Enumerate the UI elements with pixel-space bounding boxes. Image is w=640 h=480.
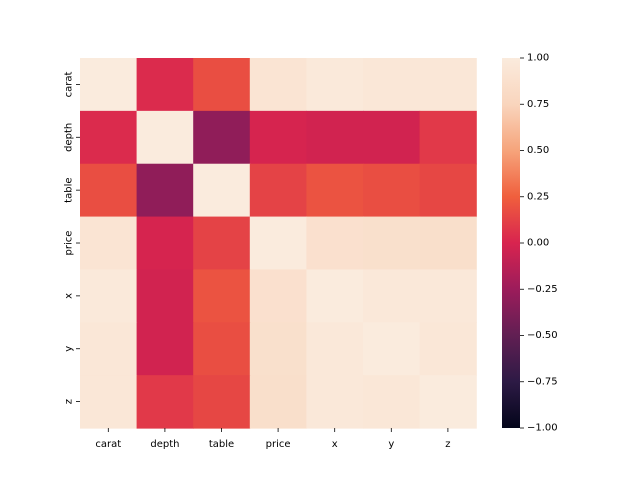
heatmap-cell-x-z [419,269,477,323]
x-tick-label-table: table [209,439,234,450]
colorbar-bar [502,58,520,428]
heatmap-cell-z-depth [136,375,194,429]
colorbar: −1.00 −0.75 −0.50 −0.25 0.00 0.25 0.50 0.75 1.00 [502,53,558,434]
y-tick-label-z: z [64,399,75,404]
colorbar-tick-label-3: −0.25 [527,284,558,295]
heatmap-cell-y-price [249,322,307,376]
colorbar-tick-label-5: 0.25 [527,191,549,202]
x-tick-label-x: x [332,439,338,450]
colorbar-tick-label-1: −0.75 [527,376,558,387]
heatmap-cell-depth-carat [80,110,138,165]
y-tick-label-table: table [64,177,75,202]
x-axis: carat depth table price x y z [95,428,451,450]
colorbar-tick-label-6: 0.50 [527,145,549,156]
heatmap-cell-carat-price [249,58,307,112]
heatmap-cell-table-table [193,163,251,218]
heatmap-cell-y-x [306,322,364,376]
heatmap-cell-x-y [363,269,421,323]
colorbar-tick-label-8: 1.00 [527,53,549,64]
heatmap-cell-price-y [363,216,421,271]
heatmap-cell-carat-table [193,58,251,112]
heatmap-cell-depth-depth [136,110,194,165]
heatmap-cell-x-table [193,269,251,323]
heatmap-cell-z-y [363,375,421,429]
y-tick-label-y: y [64,346,75,352]
heatmap-cell-table-y [363,163,421,218]
heatmap-cell-y-z [419,322,477,376]
y-tick-label-carat: carat [64,71,75,97]
heatmap-cell-x-price [249,269,307,323]
heatmap-cell-depth-price [249,110,307,165]
heatmap-cell-depth-table [193,110,251,165]
heatmap-cell-table-carat [80,163,138,218]
heatmap-cell-table-price [249,163,307,218]
heatmap-cell-table-x [306,163,364,218]
heatmap-cell-z-carat [80,375,138,429]
y-tick-label-price: price [64,231,75,256]
heatmap-cell-price-x [306,216,364,271]
heatmap-cell-depth-x [306,110,364,165]
heatmap-cell-carat-y [363,58,421,112]
heatmap-cell-z-table [193,375,251,429]
heatmap-cell-x-x [306,269,364,323]
x-tick-label-price: price [266,439,291,450]
heatmap-cell-y-y [363,322,421,376]
heatmap-cell-z-price [249,375,307,429]
x-tick-label-depth: depth [150,439,179,450]
heatmap-cell-price-carat [80,216,138,271]
colorbar-tick-label-4: 0.00 [527,238,549,249]
heatmap-cell-table-depth [136,163,194,218]
heatmap-cells [80,58,477,429]
heatmap-cell-y-table [193,322,251,376]
heatmap-cell-carat-carat [80,58,138,112]
heatmap-cell-price-table [193,216,251,271]
heatmap-cell-carat-z [419,58,477,112]
heatmap-cell-y-depth [136,322,194,376]
y-axis: carat depth table price x y z [64,71,80,404]
heatmap-cell-x-carat [80,269,138,323]
heatmap-cell-price-z [419,216,477,271]
y-tick-label-depth: depth [64,123,75,152]
heatmap-cell-price-depth [136,216,194,271]
heatmap-cell-price-price [249,216,307,271]
heatmap-cell-x-depth [136,269,194,323]
colorbar-tick-label-0: −1.00 [527,423,558,434]
heatmap-cell-z-x [306,375,364,429]
colorbar-tick-label-2: −0.50 [527,330,558,341]
heatmap-cell-z-z [419,375,477,429]
heatmap-cell-carat-depth [136,58,194,112]
heatmap-cell-y-carat [80,322,138,376]
x-tick-label-z: z [445,439,450,450]
colorbar-tick-label-7: 0.75 [527,99,549,110]
heatmap-cell-carat-x [306,58,364,112]
heatmap-cell-table-z [419,163,477,218]
heatmap-cell-depth-z [419,110,477,165]
heatmap-cell-depth-y [363,110,421,165]
y-tick-label-x: x [64,293,75,299]
x-tick-label-y: y [388,439,394,450]
x-tick-label-carat: carat [95,439,121,450]
